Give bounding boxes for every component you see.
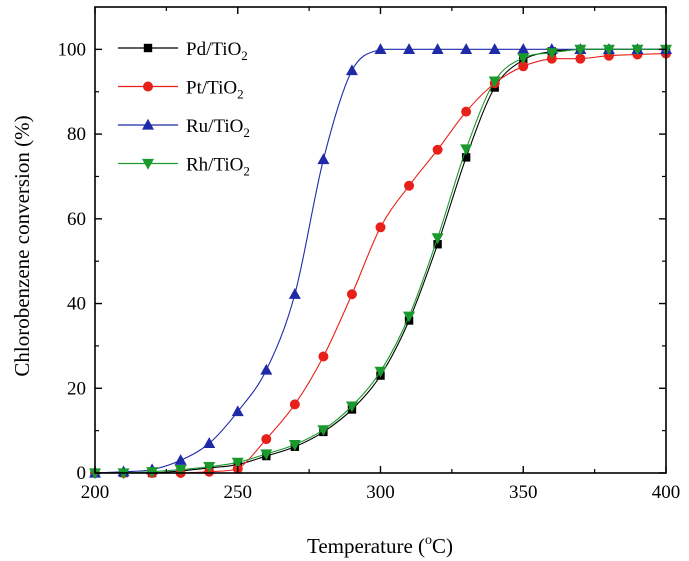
- data-point: [374, 43, 387, 54]
- data-point: [174, 454, 187, 465]
- data-point: [431, 43, 444, 54]
- data-point: [289, 399, 300, 410]
- data-point: [317, 153, 330, 165]
- data-point: [517, 53, 530, 65]
- data-point: [602, 44, 615, 56]
- legend-label-base: Ru/TiO: [186, 116, 243, 137]
- data-point: [432, 144, 443, 155]
- data-point: [488, 43, 501, 54]
- legend-item: Ru/TiO2: [118, 116, 250, 140]
- data-point: [574, 44, 587, 56]
- series-line: [95, 48, 666, 474]
- legend-item: Rh/TiO2: [118, 155, 250, 179]
- data-point: [203, 437, 216, 448]
- data-point: [317, 425, 330, 436]
- data-point: [460, 43, 473, 54]
- y-tick-label: 80: [67, 124, 86, 145]
- data-point: [404, 180, 415, 191]
- data-point: [203, 462, 216, 473]
- x-axis-title-sup: o: [425, 533, 432, 548]
- data-point: [433, 240, 442, 249]
- y-tick-label: 60: [67, 209, 86, 230]
- data-point: [261, 434, 272, 445]
- plot-frame: [94, 6, 667, 474]
- y-tick-label: 20: [67, 378, 86, 399]
- data-point: [346, 289, 357, 300]
- series-layer: [89, 43, 672, 480]
- data-point: [375, 222, 386, 233]
- data-point: [231, 457, 244, 469]
- data-point: [518, 61, 529, 72]
- data-point: [288, 440, 301, 451]
- x-axis-title: Temperature (oC): [307, 533, 453, 558]
- legend-label: Ru/TiO2: [186, 116, 250, 140]
- series-line: [95, 53, 667, 474]
- legend-label-base: Pd/TiO: [186, 39, 241, 60]
- legend-label: Pt/TiO2: [186, 78, 244, 102]
- data-point: [318, 351, 329, 362]
- legend-label-subscript: 2: [237, 87, 244, 102]
- data-point: [345, 64, 358, 76]
- legend-marker: [143, 81, 153, 92]
- legend-label: Rh/TiO2: [186, 155, 250, 179]
- legend-marker: [143, 43, 153, 53]
- series-pt-tio2: [90, 48, 671, 478]
- data-point: [460, 144, 473, 156]
- legend-label-base: Pt/TiO: [186, 78, 237, 99]
- legend-label: Pd/TiO2: [186, 39, 248, 63]
- series-pd-tio2: [90, 45, 671, 478]
- y-axis-title: Chlorobenzene conversion (%): [10, 115, 34, 376]
- data-point: [288, 288, 301, 299]
- x-tick-label: 300: [366, 482, 395, 503]
- legend-label-subscript: 2: [243, 125, 250, 140]
- legend-marker: [142, 118, 154, 130]
- y-tick-label: 40: [67, 294, 86, 315]
- data-point: [545, 48, 558, 59]
- data-point: [431, 233, 444, 245]
- series-ru-tio2: [89, 43, 672, 478]
- x-axis-title-base: Temperature (: [307, 534, 425, 558]
- x-tick-label: 350: [509, 482, 538, 503]
- data-point: [575, 53, 586, 64]
- data-point: [403, 311, 416, 323]
- data-point: [517, 43, 530, 54]
- legend-item: Pd/TiO2: [118, 39, 248, 63]
- legend-marker: [142, 158, 154, 170]
- data-point: [461, 106, 472, 117]
- x-axis-title-end: C): [432, 534, 453, 558]
- legend-item: Pt/TiO2: [118, 78, 244, 102]
- x-tick-label: 200: [81, 482, 110, 503]
- data-point: [374, 366, 387, 378]
- legend-label-subscript: 2: [241, 48, 248, 63]
- x-tick-label: 400: [652, 482, 681, 503]
- series-rh-tio2: [89, 44, 672, 480]
- data-point: [260, 449, 273, 461]
- data-point: [260, 363, 273, 375]
- y-tick-label: 100: [58, 39, 87, 60]
- data-point: [403, 43, 416, 54]
- legend-label-subscript: 2: [243, 164, 250, 179]
- x-tick-label: 250: [224, 482, 253, 503]
- legend-label-base: Rh/TiO: [186, 155, 243, 176]
- data-point: [488, 76, 501, 88]
- data-point: [345, 401, 358, 413]
- series-line: [94, 48, 666, 474]
- ticks-layer: 200 250 300 350 400 0 20 40 60 80 100: [58, 7, 681, 503]
- data-point: [631, 44, 644, 56]
- data-point: [174, 465, 187, 476]
- data-point: [461, 153, 471, 162]
- y-tick-label: 0: [77, 463, 87, 484]
- series-line: [95, 48, 666, 474]
- data-point: [231, 405, 244, 417]
